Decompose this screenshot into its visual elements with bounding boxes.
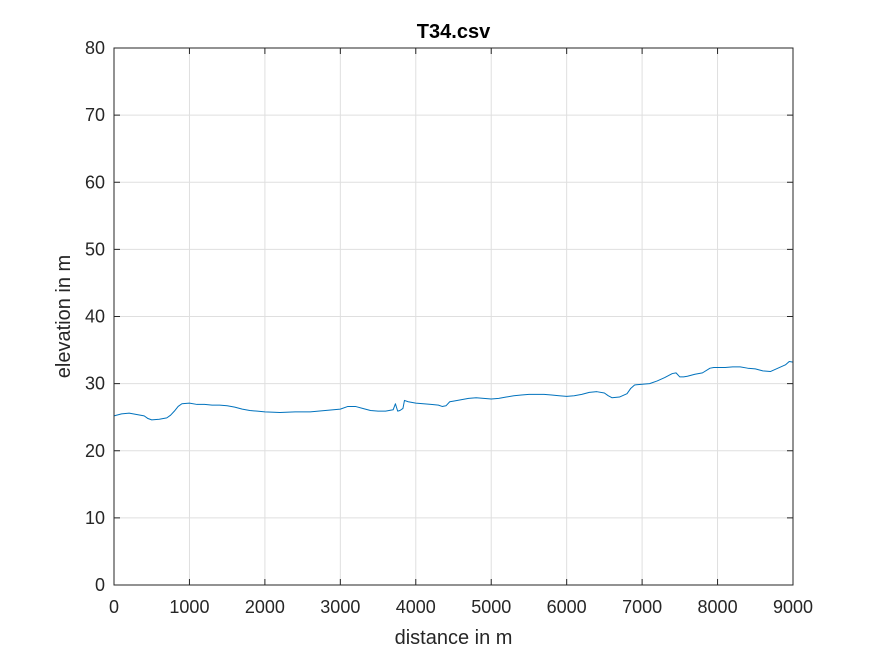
y-tick-label: 10	[85, 508, 105, 528]
y-tick-label: 20	[85, 441, 105, 461]
x-tick-label: 7000	[622, 597, 662, 617]
x-tick-label: 0	[109, 597, 119, 617]
series-layer	[113, 360, 794, 421]
elevation-line	[113, 360, 794, 421]
axis-ticks: 0 1000 2000 3000 4000 5000 6000 7000 8000 9000 0 10…	[85, 38, 813, 617]
x-tick-label: 3000	[320, 597, 360, 617]
y-tick-label: 80	[85, 38, 105, 58]
y-tick-label: 0	[95, 575, 105, 595]
y-tick-label: 50	[85, 239, 105, 259]
y-tick-label: 30	[85, 374, 105, 394]
chart-title: T34.csv	[417, 21, 491, 43]
x-tick-label: 8000	[698, 597, 738, 617]
y-tick-label: 70	[85, 105, 105, 125]
x-axis-label: distance in m	[395, 627, 513, 649]
y-tick-label: 60	[85, 172, 105, 192]
y-axis-label: elevation in m	[53, 255, 75, 378]
x-tick-label: 6000	[547, 597, 587, 617]
x-tick-label: 5000	[471, 597, 511, 617]
x-tick-label: 2000	[245, 597, 285, 617]
x-tick-label: 1000	[169, 597, 209, 617]
x-tick-label: 4000	[396, 597, 436, 617]
y-tick-label: 40	[85, 307, 105, 327]
x-tick-label: 9000	[773, 597, 813, 617]
